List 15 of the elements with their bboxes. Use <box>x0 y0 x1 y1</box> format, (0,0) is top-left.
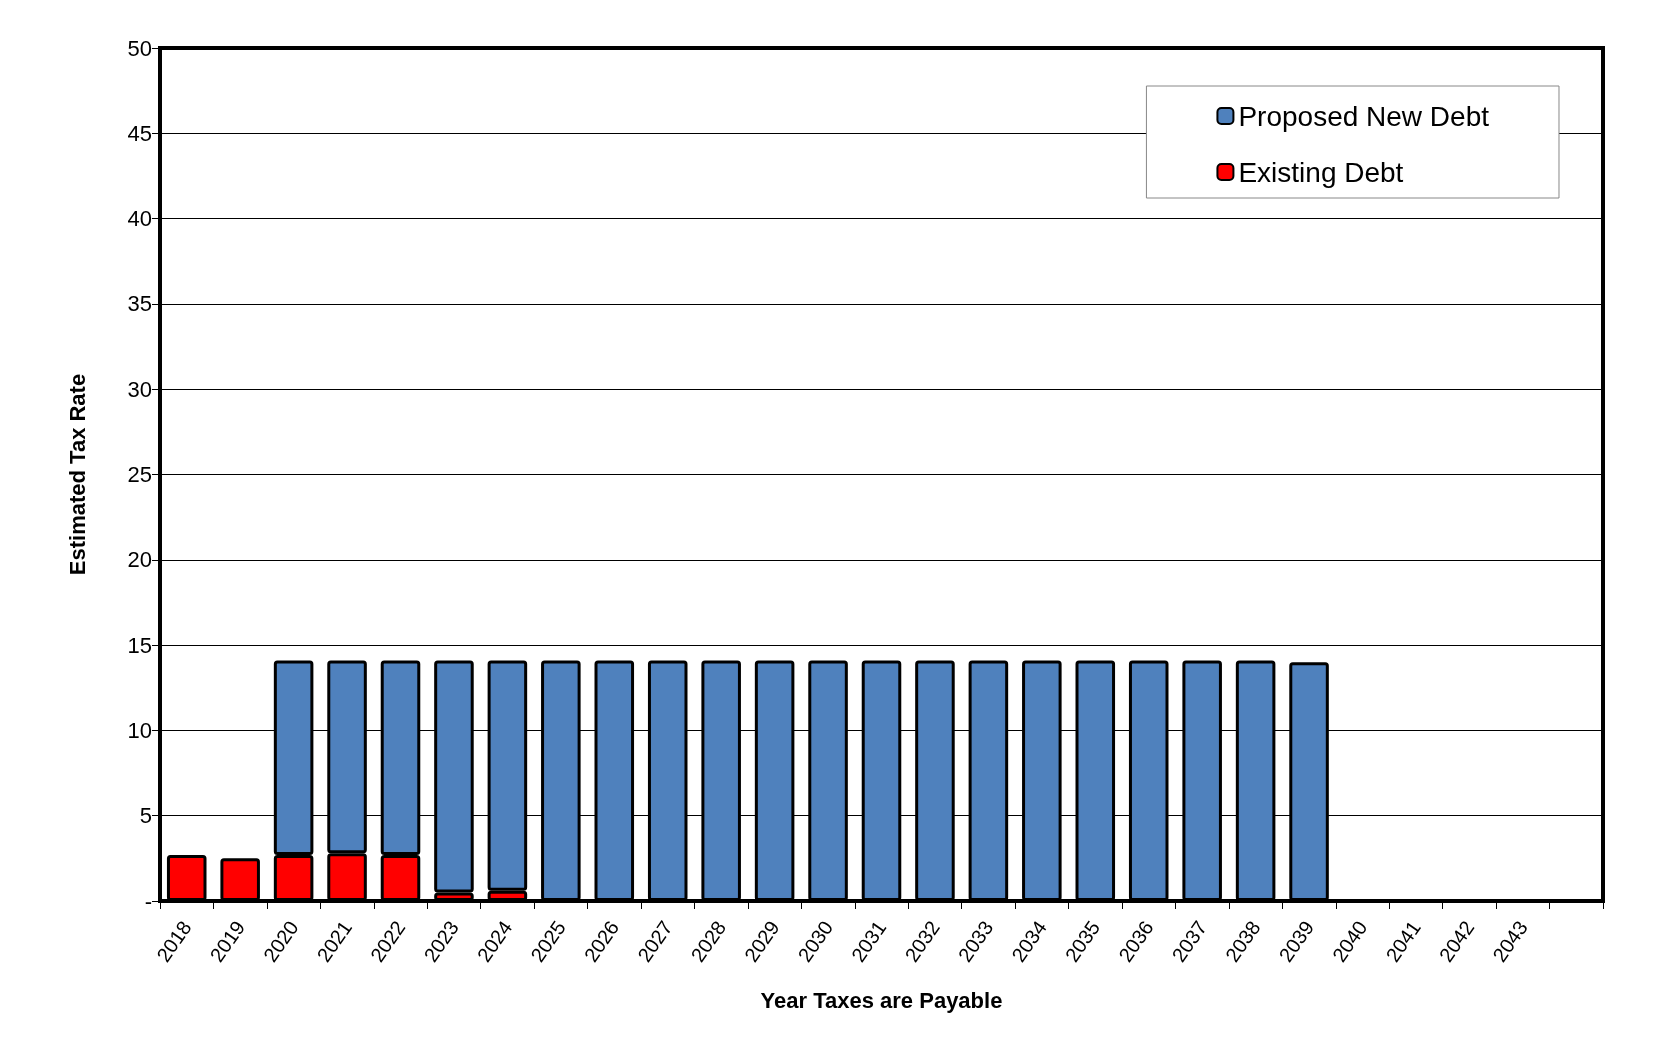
x-axis-title: Year Taxes are Payable <box>760 987 1003 1013</box>
y-tick-label: 50 <box>127 35 152 61</box>
y-tick-label: 5 <box>139 803 152 829</box>
y-tick-label: 35 <box>127 291 152 317</box>
y-tick-label: 25 <box>127 462 152 487</box>
y-tick-label: 10 <box>127 717 152 743</box>
y-tick-label: 45 <box>127 120 152 146</box>
y-tick-label: - <box>144 888 152 914</box>
y-axis-title: Estimated Tax Rate <box>64 373 90 576</box>
y-tick-label: 40 <box>127 206 152 232</box>
y-tick-label: 15 <box>127 632 152 658</box>
legend-label: Proposed New Debt <box>1238 100 1490 132</box>
y-tick-label: 20 <box>127 547 152 573</box>
y-tick-label: 30 <box>127 376 152 402</box>
legend-label: Existing Debt <box>1238 156 1404 188</box>
